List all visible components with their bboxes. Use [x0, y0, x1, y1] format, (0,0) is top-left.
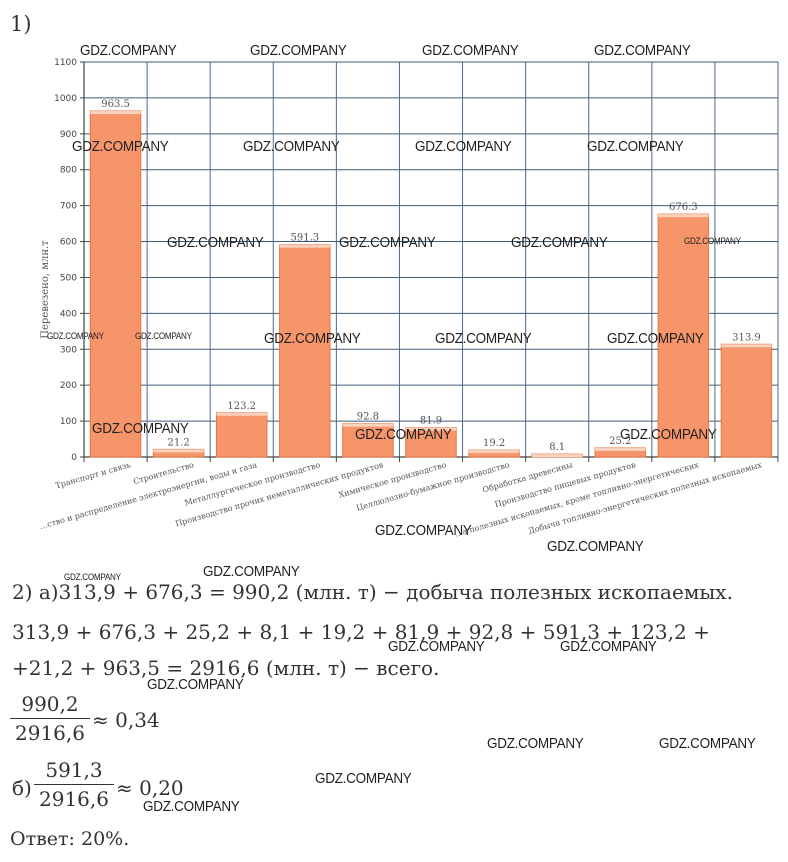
bar-highlight — [531, 454, 583, 458]
watermark-text: GDZ.COMPANY — [511, 234, 608, 251]
y-tick-label: 800 — [60, 166, 77, 176]
watermark-text: GDZ.COMPANY — [250, 42, 347, 59]
watermark-text: GDZ.COMPANY — [607, 330, 704, 347]
fraction-1-result: ≈ 0,34 — [92, 708, 160, 732]
watermark-text: GDZ.COMPANY — [264, 330, 361, 347]
fraction-2-bar — [34, 784, 114, 785]
value-label: 963.5 — [101, 99, 130, 110]
y-tick-label: 900 — [60, 130, 77, 140]
watermark-text-small: GDZ.COMPANY — [47, 331, 104, 341]
watermark-text: GDZ.COMPANY — [92, 420, 189, 437]
part-b-label: б) — [12, 776, 32, 800]
solution-total-line-1: 313,9 + 676,3 + 25,2 + 8,1 + 19,2 + 81,9… — [12, 620, 710, 644]
bar-highlight — [721, 344, 772, 348]
fraction-2-result: ≈ 0,20 — [116, 776, 184, 800]
watermark-text: GDZ.COMPANY — [243, 138, 340, 155]
y-tick-label: 400 — [60, 309, 77, 319]
bar-highlight — [595, 447, 646, 451]
watermark-text: GDZ.COMPANY — [547, 538, 644, 555]
solution-part-a: 2) а)313,9 + 676,3 = 990,2 (млн. т) − до… — [12, 580, 733, 604]
watermark-text: GDZ.COMPANY — [375, 522, 472, 539]
y-tick-label: 500 — [60, 273, 77, 283]
watermark-text: GDZ.COMPANY — [388, 638, 485, 655]
fraction-1: 990,2 2916,6 — [10, 692, 90, 745]
watermark-text: GDZ.COMPANY — [315, 770, 412, 787]
y-tick-label: 0 — [71, 453, 77, 463]
value-label: 676.3 — [669, 202, 698, 213]
value-label: 123.2 — [227, 401, 256, 412]
value-label: 25.2 — [609, 436, 631, 447]
bar — [89, 110, 142, 458]
watermark-text: GDZ.COMPANY — [167, 234, 264, 251]
watermark-text: GDZ.COMPANY — [147, 676, 244, 693]
watermark-text: GDZ.COMPANY — [203, 563, 300, 580]
watermark-text: GDZ.COMPANY — [435, 330, 532, 347]
watermark-text: GDZ.COMPANY — [560, 638, 657, 655]
watermark-text: GDZ.COMPANY — [72, 138, 169, 155]
bar — [657, 213, 710, 458]
y-tick-label: 100 — [60, 417, 77, 427]
value-label: 92.8 — [357, 412, 379, 423]
watermark-text: GDZ.COMPANY — [659, 735, 756, 752]
fraction-2-numerator: 591,3 — [45, 758, 103, 782]
watermark-text: GDZ.COMPANY — [415, 138, 512, 155]
part-1-label: 1) — [10, 12, 32, 36]
answer: Ответ: 20%. — [10, 828, 130, 850]
bar-highlight — [279, 244, 331, 248]
watermark-text: GDZ.COMPANY — [487, 735, 584, 752]
bar-chart: 0 100 200 300 400 500 600 700 800 900 1000 1100 963.… — [39, 58, 779, 539]
bar-highlight — [90, 111, 141, 115]
watermark-text: GDZ.COMPANY — [620, 426, 717, 443]
bar-highlight — [468, 450, 520, 454]
bar-highlight — [405, 427, 457, 431]
value-label: 81.9 — [420, 416, 442, 427]
value-label: 591.3 — [290, 233, 319, 244]
watermark-text: GDZ.COMPANY — [355, 426, 452, 443]
bar — [405, 427, 457, 458]
bar-highlight — [342, 423, 394, 427]
watermark-text: GDZ.COMPANY — [80, 42, 177, 59]
y-tick-label: 600 — [60, 238, 77, 248]
solution-total-line-2: +21,2 + 963,5 = 2916,6 (млн. т) − всего. — [12, 656, 440, 680]
category-label: Транспорт и связь — [55, 460, 133, 490]
y-tick-label: 700 — [60, 202, 77, 212]
fraction-1-bar — [10, 718, 90, 719]
value-label: 19.2 — [483, 438, 505, 449]
fraction-2-denominator: 2916,6 — [39, 787, 109, 811]
watermark-text: GDZ.COMPANY — [339, 234, 436, 251]
watermark-text-small: GDZ.COMPANY — [64, 572, 121, 582]
value-label: 21.2 — [168, 437, 190, 448]
fraction-1-denominator: 2916,6 — [15, 721, 85, 745]
value-label: 8.1 — [549, 442, 565, 453]
watermark-text: GDZ.COMPANY — [422, 42, 519, 59]
watermark-text: GDZ.COMPANY — [143, 798, 240, 815]
fraction-1-numerator: 990,2 — [21, 692, 79, 716]
bar — [720, 343, 773, 458]
y-tick-label: 200 — [60, 381, 77, 391]
bar-highlight — [216, 412, 267, 416]
fraction-2: 591,3 2916,6 — [34, 758, 114, 811]
bar — [342, 423, 394, 458]
y-axis-label: Перевезено, млн.т — [40, 240, 51, 339]
watermark-text: GDZ.COMPANY — [587, 138, 684, 155]
watermark-text: GDZ.COMPANY — [594, 42, 691, 59]
y-tick-label: 300 — [60, 345, 77, 355]
y-tick-label: 1000 — [54, 94, 77, 104]
watermark-text-small: GDZ.COMPANY — [135, 331, 192, 341]
bar-highlight — [658, 214, 709, 218]
y-tick-label: 1100 — [54, 58, 77, 68]
bar — [215, 412, 268, 458]
value-label: 313.9 — [732, 332, 761, 343]
watermark-text-small: GDZ.COMPANY — [684, 236, 741, 246]
bar — [279, 244, 331, 458]
bar-highlight — [153, 449, 204, 453]
